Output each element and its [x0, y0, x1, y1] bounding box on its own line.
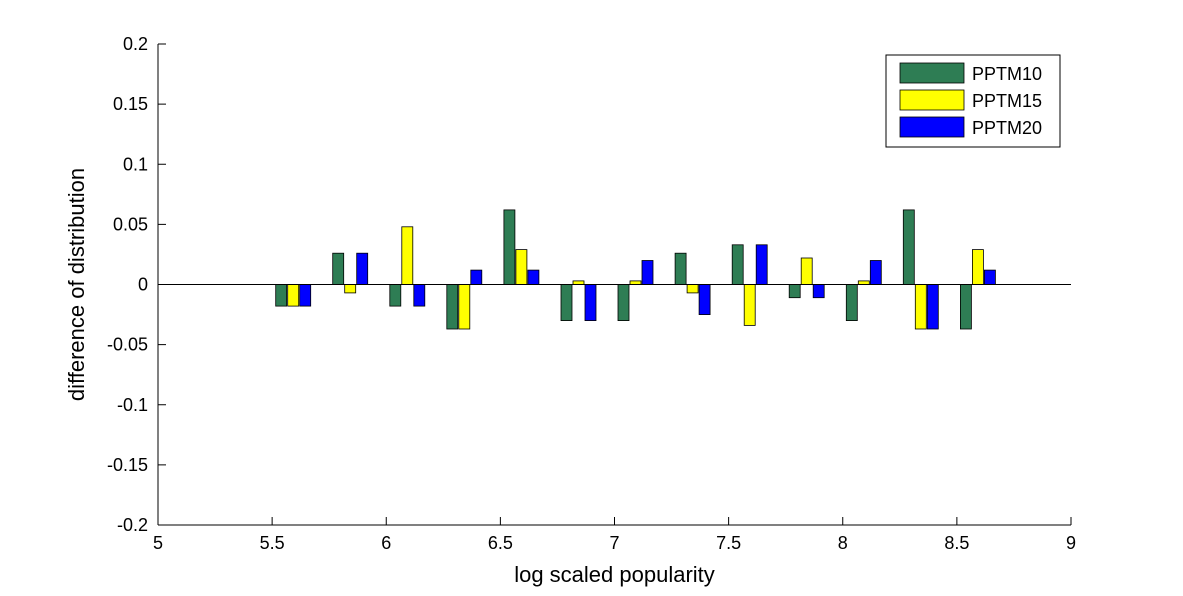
bar-pptm15-3	[458, 284, 471, 330]
legend-label-pptm10: PPTM10	[972, 64, 1042, 84]
y-tick-label: 0.05	[113, 214, 148, 234]
bars-layer	[275, 209, 996, 330]
legend: PPTM10 PPTM15 PPTM20	[885, 54, 1061, 148]
bar-pptm15-11	[914, 284, 927, 330]
x-tick-label: 5.5	[260, 533, 285, 553]
legend-swatch-pptm15	[899, 89, 965, 111]
y-tick-label: 0.2	[123, 34, 148, 54]
bar-pptm15-8	[743, 284, 756, 326]
bar-pptm10-9	[788, 284, 801, 299]
bar-pptm10-6	[617, 284, 630, 321]
bar-pptm20-2	[413, 284, 426, 307]
x-tick-label: 8	[838, 533, 848, 553]
legend-swatch-pptm10	[899, 62, 965, 84]
bar-pptm20-7	[698, 284, 711, 316]
y-tick-label: -0.2	[117, 515, 148, 535]
bar-pptm20-1	[356, 252, 369, 285]
bar-pptm15-10	[857, 280, 870, 285]
x-tick-label: 6	[381, 533, 391, 553]
ticks-layer: 5 5.5 6 6.5 7 7.5 8 8.5 9 -0.2 -0.15 -0.1 -0.05 0 0.05…	[107, 34, 1076, 553]
bar-pptm10-8	[731, 244, 744, 285]
x-tick-label: 8.5	[944, 533, 969, 553]
y-tick-label: -0.1	[117, 395, 148, 415]
bar-pptm15-6	[629, 280, 642, 285]
bar-pptm15-1	[344, 284, 357, 294]
bar-pptm20-3	[470, 269, 483, 285]
x-tick-label: 7	[609, 533, 619, 553]
y-tick-label: 0.1	[123, 154, 148, 174]
bar-pptm15-7	[686, 284, 699, 294]
bar-pptm15-12	[972, 249, 984, 285]
x-tick-label: 5	[153, 533, 163, 553]
y-tick-label: 0.15	[113, 94, 148, 114]
legend-label-pptm15: PPTM15	[972, 91, 1042, 111]
bar-pptm10-7	[674, 252, 687, 285]
bar-pptm10-3	[446, 284, 459, 330]
bar-pptm15-9	[800, 257, 813, 285]
bar-pptm10-12	[960, 284, 972, 330]
bar-pptm10-4	[503, 209, 516, 285]
bar-pptm15-0	[287, 284, 300, 307]
legend-label-pptm20: PPTM20	[972, 118, 1042, 138]
bar-pptm10-11	[902, 209, 915, 285]
y-axis-title: difference of distribution	[64, 168, 89, 401]
y-tick-label: -0.05	[107, 335, 148, 355]
bar-pptm20-9	[812, 284, 825, 299]
y-tick-label: -0.15	[107, 455, 148, 475]
x-tick-label: 7.5	[716, 533, 741, 553]
x-tick-label: 9	[1066, 533, 1076, 553]
bar-pptm20-8	[755, 244, 768, 285]
legend-swatch-pptm20	[899, 116, 965, 138]
bar-pptm10-2	[389, 284, 402, 307]
bar-pptm15-4	[515, 249, 528, 285]
bar-pptm20-12	[984, 269, 996, 285]
x-axis-title: log scaled popularity	[514, 562, 715, 587]
bar-pptm20-11	[926, 284, 939, 330]
bar-pptm10-10	[845, 284, 858, 321]
bar-pptm10-0	[275, 284, 288, 307]
bar-pptm20-10	[869, 260, 882, 285]
bar-pptm20-6	[641, 260, 654, 285]
bar-pptm15-5	[572, 280, 585, 285]
bar-pptm20-5	[584, 284, 597, 321]
bar-pptm10-5	[560, 284, 573, 321]
x-tick-label: 6.5	[488, 533, 513, 553]
bar-pptm20-4	[527, 269, 540, 285]
y-tick-label: 0	[138, 275, 148, 295]
bar-pptm20-0	[299, 284, 312, 307]
bar-pptm15-2	[401, 226, 414, 285]
bar-pptm10-1	[332, 252, 345, 285]
